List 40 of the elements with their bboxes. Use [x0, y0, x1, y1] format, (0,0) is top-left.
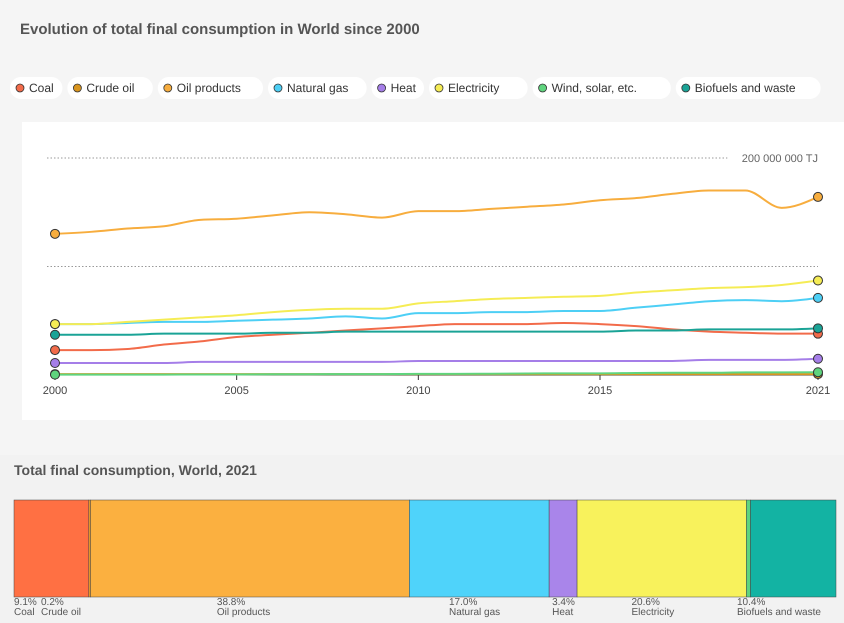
legend-label: Oil products — [176, 81, 241, 95]
legend-label: Wind, solar, etc. — [552, 81, 637, 95]
series-label: Natural gas — [449, 607, 500, 618]
legend-label: Crude oil — [86, 81, 134, 95]
x-tick-label: 2000 — [42, 385, 68, 397]
data-label: 10.4% — [737, 597, 766, 608]
data-label: 0.2% — [41, 597, 64, 608]
series-label: Biofuels and waste — [737, 607, 822, 618]
series-label: Crude oil — [41, 607, 82, 618]
legend-label: Electricity — [448, 81, 500, 95]
point — [50, 228, 60, 239]
legend-label: Natural gas — [287, 81, 348, 95]
point — [813, 276, 823, 286]
chart-title: Evolution of total final consumption in World since 2000 — [20, 21, 420, 38]
data-label: 3.4% — [552, 597, 575, 608]
point — [50, 358, 60, 368]
data-label: 9.1% — [14, 597, 37, 608]
series-label: Coal — [14, 607, 35, 618]
point — [813, 323, 823, 334]
x-tick-label: 2005 — [224, 385, 249, 397]
point — [813, 354, 823, 364]
data-label: 17.0% — [449, 597, 478, 608]
legend-label: Heat — [390, 81, 417, 95]
data-label: 38.8% — [216, 597, 246, 608]
bar — [750, 500, 836, 598]
point — [50, 330, 60, 340]
legend-label: Biofuels and waste — [694, 81, 796, 95]
series-label: Electricity — [631, 607, 674, 618]
point — [50, 345, 60, 356]
x-tick-label: 2010 — [406, 385, 431, 397]
x-tick-label: 2021 — [806, 385, 830, 397]
point — [813, 292, 823, 303]
legend-label: Coal — [29, 81, 54, 95]
ref-line-label: 200 000 000 TJ — [742, 153, 818, 165]
series-label: Heat — [552, 607, 574, 618]
point — [813, 192, 823, 202]
chart-title: Total final consumption, World, 2021 — [14, 462, 258, 478]
data-label: 20.6% — [631, 597, 660, 608]
x-tick-label: 2015 — [588, 385, 612, 397]
series-label: Oil products — [216, 607, 270, 618]
